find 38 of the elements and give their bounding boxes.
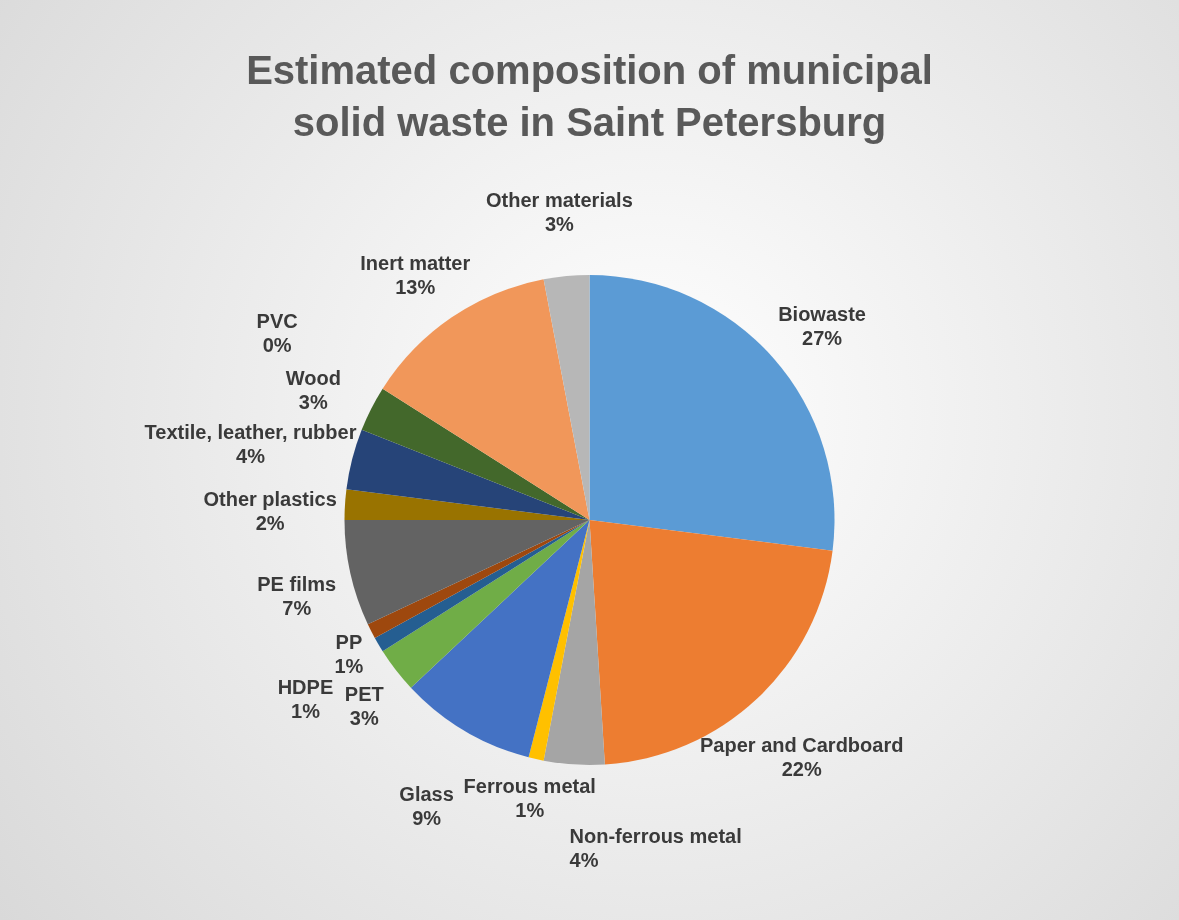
slice-label: PP: [335, 630, 363, 653]
pie-slice: [382, 520, 590, 688]
category-label: PVC: [256, 309, 298, 332]
pie-slice: [543, 275, 590, 520]
data-label: 22%: [781, 757, 822, 780]
pie-slice: [543, 520, 605, 765]
slice-label: Non-ferrous metal: [569, 825, 742, 848]
data-label: 1%: [291, 699, 321, 722]
data-label: 3%: [544, 213, 575, 236]
data-label: 4%: [569, 849, 599, 872]
slice-label: PET: [344, 682, 384, 705]
slice-label: Textile, leather, rubber: [144, 420, 357, 443]
data-label: 3%: [298, 391, 328, 414]
data-label: 9%: [412, 807, 442, 830]
slice-label: Glass: [399, 783, 454, 806]
data-label: 3%: [349, 706, 379, 729]
data-label: 7%: [282, 597, 312, 620]
pie-slice: [382, 279, 590, 520]
slice-label: Wood: [285, 367, 341, 390]
slice-label: Other plastics: [203, 487, 337, 510]
pie-slice: [410, 520, 590, 758]
slice-label: HDPE: [277, 675, 334, 698]
slice-label: PE films: [257, 573, 337, 596]
slice-label: Inert matter: [360, 251, 471, 274]
data-label: 2%: [255, 511, 285, 534]
text: 0%: [262, 333, 292, 356]
data-label: 1%: [334, 654, 364, 677]
pie-slice: [344, 520, 590, 625]
data-label: 1%: [515, 799, 545, 822]
slice-label: Other materials: [486, 189, 633, 212]
slice-label: Paper and Cardboard: [700, 733, 904, 756]
pie-slice: [361, 388, 590, 520]
data-label: 4%: [236, 444, 266, 467]
data-label: 27%: [802, 326, 843, 349]
slice-label: Ferrous metal: [463, 775, 596, 798]
slice-label: Biowaste: [778, 302, 866, 325]
data-label: 13%: [395, 275, 436, 298]
chart-title: Estimated composition of municipal solid waste in Saint Petersburg: [246, 48, 933, 144]
